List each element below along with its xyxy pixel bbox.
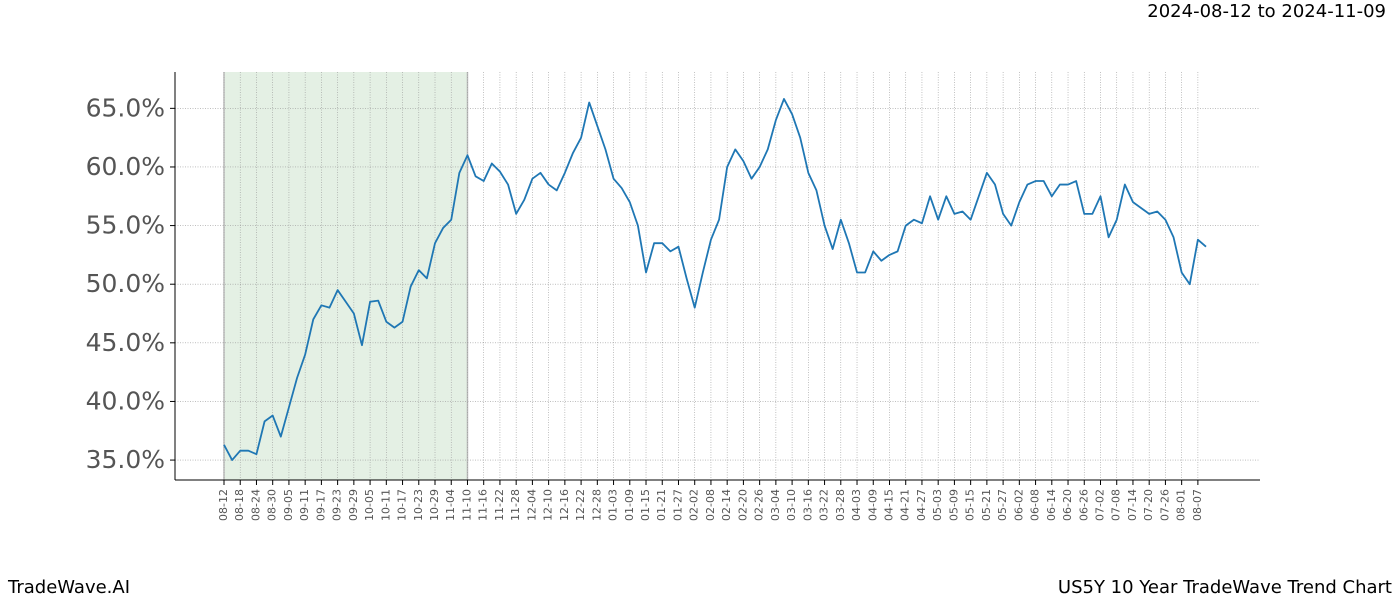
y-tick-label: 40.0% (86, 386, 165, 415)
x-tick-label: 02-20 (736, 489, 749, 521)
x-tick-label: 01-03 (607, 489, 620, 521)
x-tick-label: 11-16 (477, 489, 490, 521)
x-tick-label: 04-03 (850, 489, 863, 521)
x-tick-label: 06-02 (1012, 489, 1025, 521)
x-tick-label: 05-21 (980, 489, 993, 521)
x-tick-label: 05-03 (931, 489, 944, 521)
x-tick-label: 10-05 (363, 489, 376, 521)
x-tick-label: 10-17 (396, 489, 409, 521)
x-tick-label: 11-28 (509, 489, 522, 521)
brand: TradeWave.AI (7, 577, 130, 598)
x-tick-label: 05-27 (996, 489, 1009, 521)
x-tick-label: 07-26 (1158, 489, 1171, 521)
x-tick-label: 03-10 (785, 489, 798, 521)
y-tick-label: 65.0% (86, 93, 165, 122)
x-tick-label: 12-28 (590, 489, 603, 521)
x-tick-label: 02-02 (688, 489, 701, 521)
y-tick-label: 55.0% (86, 211, 165, 240)
x-tick-label: 04-15 (882, 489, 895, 521)
x-tick-label: 08-12 (217, 489, 230, 521)
x-tick-label: 07-08 (1110, 489, 1123, 521)
x-tick-label: 07-20 (1142, 489, 1155, 521)
x-tick-label: 09-05 (282, 489, 295, 521)
x-tick-label: 12-04 (525, 489, 538, 521)
x-tick-label: 11-10 (460, 489, 473, 521)
x-tick-label: 11-04 (444, 489, 457, 521)
highlight-span (224, 72, 468, 480)
x-tick-label: 02-08 (704, 489, 717, 521)
x-tick-label: 04-21 (899, 489, 912, 521)
x-tick-label: 11-22 (493, 489, 506, 521)
date-range: 2024-08-12 to 2024-11-09 (1147, 1, 1386, 22)
x-tick-label: 08-24 (249, 489, 262, 521)
x-tick-label: 08-07 (1191, 489, 1204, 521)
x-tick-label: 10-23 (412, 489, 425, 521)
x-tick-label: 12-10 (542, 489, 555, 521)
x-tick-label: 06-08 (1029, 489, 1042, 521)
x-tick-label: 09-17 (314, 489, 327, 521)
x-tick-label: 03-22 (818, 489, 831, 521)
y-tick-label: 60.0% (86, 152, 165, 181)
x-tick-label: 01-21 (655, 489, 668, 521)
y-tick-label: 50.0% (86, 269, 165, 298)
x-tick-label: 07-02 (1093, 489, 1106, 521)
x-tick-label: 09-11 (298, 489, 311, 521)
chart-name: US5Y 10 Year TradeWave Trend Chart (1058, 577, 1392, 598)
data-line (223, 98, 1207, 461)
x-tick-label: 08-30 (266, 489, 279, 521)
x-tick-label: 05-09 (947, 489, 960, 521)
x-tick-label: 06-14 (1045, 489, 1058, 521)
x-tick-label: 10-11 (379, 489, 392, 521)
x-tick-label: 06-26 (1077, 489, 1090, 521)
x-tick-label: 01-27 (671, 489, 684, 521)
x-tick-label: 06-20 (1061, 489, 1074, 521)
x-tick-label: 02-14 (720, 489, 733, 521)
x-tick-label: 04-27 (915, 489, 928, 521)
x-tick-label: 12-22 (574, 489, 587, 521)
x-tick-label: 07-14 (1126, 489, 1139, 521)
x-tick-label: 08-18 (233, 489, 246, 521)
x-tick-label: 09-23 (331, 489, 344, 521)
y-tick-label: 35.0% (86, 445, 165, 474)
x-tick-label: 01-15 (639, 489, 652, 521)
x-tick-label: 03-04 (769, 489, 782, 521)
x-tick-label: 02-26 (753, 489, 766, 521)
x-tick-label: 10-29 (428, 489, 441, 521)
x-tick-label: 08-01 (1175, 489, 1188, 521)
x-tick-label: 01-09 (623, 489, 636, 521)
y-tick-label: 45.0% (86, 328, 165, 357)
x-tick-label: 09-29 (347, 489, 360, 521)
x-tick-label: 12-16 (558, 489, 571, 521)
x-tick-label: 04-09 (866, 489, 879, 521)
x-tick-label: 03-16 (801, 489, 814, 521)
x-tick-label: 03-28 (834, 489, 847, 521)
x-tick-label: 05-15 (964, 489, 977, 521)
